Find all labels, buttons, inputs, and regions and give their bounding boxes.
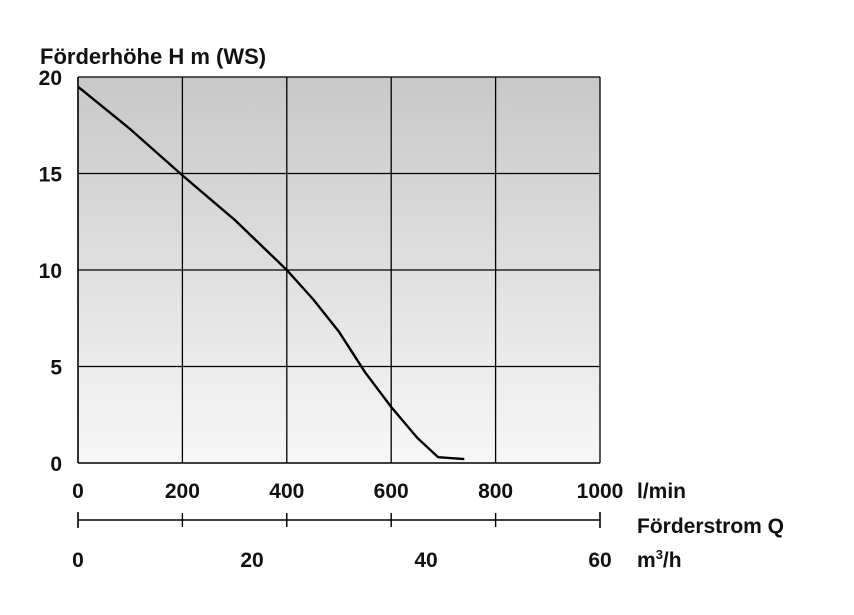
x-tick-label-m3h: 0: [72, 549, 84, 572]
chart-title: Förderhöhe H m (WS): [40, 44, 266, 69]
x-tick-label-lmin: 600: [374, 480, 409, 503]
x-tick-label-m3h: 60: [588, 549, 611, 572]
x-tick-label-m3h: 40: [414, 549, 437, 572]
secondary-axis-label: Förderstrom Q: [637, 515, 784, 538]
x-tick-label-lmin: 0: [72, 480, 84, 503]
x-unit-m3h-base: m: [637, 549, 656, 572]
x-tick-label-lmin: 400: [269, 480, 304, 503]
series-line: [77, 85, 465, 461]
x-tick-labels-m3h: 0 20 40 60: [72, 549, 612, 572]
x-tick-label-lmin: 200: [165, 480, 200, 503]
x-tick-labels-lmin: 0 200 400 600 800 1000: [72, 480, 623, 503]
x-unit-m3h: m3/h: [637, 547, 682, 572]
y-tick-label: 10: [39, 260, 62, 283]
x-tick-label-lmin: 800: [478, 480, 513, 503]
y-tick-label: 20: [39, 67, 62, 90]
series-group: [77, 85, 465, 461]
x-tick-label-lmin: 1000: [577, 480, 624, 503]
y-tick-label: 15: [39, 164, 63, 187]
x-unit-m3h-tail: /h: [663, 549, 682, 572]
x-tick-label-m3h: 20: [240, 549, 263, 572]
axes: [77, 77, 600, 464]
y-tick-labels: 0 5 10 15 20: [39, 67, 63, 476]
x-unit-m3h-superscript: 3: [656, 547, 663, 562]
secondary-axis: [77, 512, 601, 528]
y-tick-label: 5: [50, 357, 62, 380]
y-tick-label: 0: [50, 453, 62, 476]
x-unit-lmin: l/min: [637, 480, 686, 503]
